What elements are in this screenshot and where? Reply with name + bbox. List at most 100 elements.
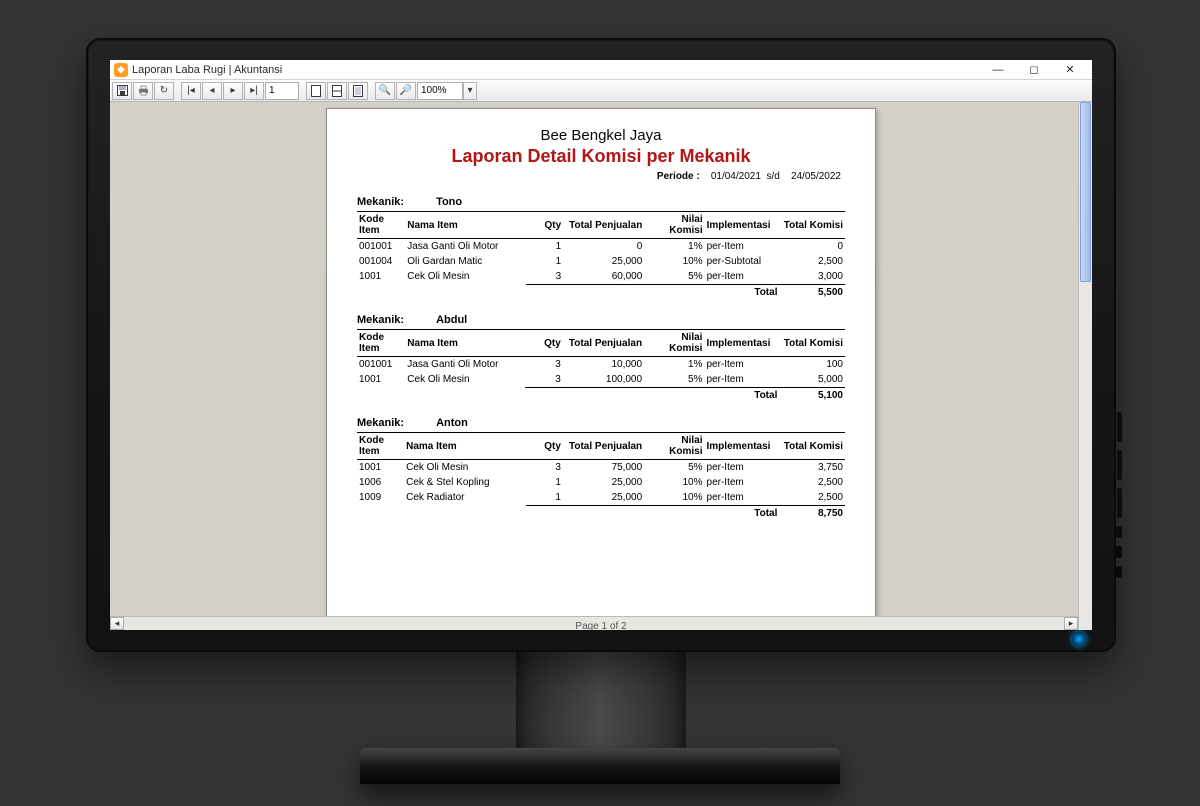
scroll-left-button[interactable]: ◂ [110, 617, 124, 630]
zoom-input[interactable] [417, 82, 463, 100]
header-nama: Nama Item [405, 212, 526, 239]
cell-nilai-komisi: 5% [644, 460, 704, 476]
zoom-out-button[interactable]: 🔎 [396, 82, 416, 100]
table-row: 1009 Cek Radiator 1 25,000 10% per-Item … [357, 490, 845, 506]
cell-qty: 3 [525, 357, 562, 373]
scrollbar-thumb[interactable] [1080, 102, 1091, 282]
zoom-dropdown-button[interactable]: ▾ [463, 82, 477, 100]
cell-implementasi: per-Item [705, 460, 780, 476]
zoom-in-button[interactable]: 🔍 [375, 82, 395, 100]
cell-qty: 1 [526, 239, 563, 255]
actual-size-button[interactable] [348, 82, 368, 100]
cell-implementasi: per-Item [705, 269, 780, 285]
mechanic-group: Mekanik: Anton Kode Item Nama Item Qty T… [357, 417, 845, 521]
cell-nama: Cek & Stel Kopling [404, 475, 525, 490]
table-row: 1001 Cek Oli Mesin 3 100,000 5% per-Item… [357, 372, 845, 388]
header-kode: Kode Item [357, 212, 405, 239]
header-qty: Qty [525, 330, 562, 357]
cell-qty: 3 [525, 372, 562, 388]
cell-kode: 1001 [357, 372, 405, 388]
cell-total-komisi: 100 [779, 357, 845, 373]
header-kode: Kode Item [357, 330, 405, 357]
cell-total-komisi: 0 [779, 239, 845, 255]
header-total-penjualan: Total Penjualan [563, 433, 644, 460]
header-implementasi: Implementasi [705, 433, 780, 460]
cell-total-penjualan: 60,000 [563, 269, 644, 285]
scroll-right-button[interactable]: ▸ [1064, 617, 1078, 630]
monitor-side-controls [1116, 108, 1122, 578]
cell-implementasi: per-Item [705, 239, 780, 255]
fit-page-button[interactable] [306, 82, 326, 100]
cell-implementasi: per-Item [704, 372, 779, 388]
cell-implementasi: per-Item [705, 475, 780, 490]
header-nilai-komisi: Nilai Komisi [644, 330, 704, 357]
header-total-komisi: Total Komisi [779, 433, 845, 460]
cell-nilai-komisi: 5% [644, 269, 704, 285]
header-implementasi: Implementasi [704, 330, 779, 357]
page-number-input[interactable] [265, 82, 299, 100]
cell-implementasi: per-Item [704, 357, 779, 373]
cell-implementasi: per-Subtotal [705, 254, 780, 269]
mechanic-header: Mekanik: Tono [357, 196, 845, 208]
app-icon: ◆ [114, 63, 128, 77]
cell-kode: 1009 [357, 490, 404, 506]
header-total-penjualan: Total Penjualan [563, 330, 644, 357]
cell-kode: 1001 [357, 269, 405, 285]
cell-qty: 1 [526, 254, 563, 269]
cell-total-penjualan: 0 [563, 239, 644, 255]
cell-total-penjualan: 75,000 [563, 460, 644, 476]
cell-nama: Cek Radiator [404, 490, 525, 506]
total-label: Total [704, 388, 779, 404]
cell-nama: Cek Oli Mesin [405, 372, 525, 388]
save-button[interactable] [112, 82, 132, 100]
table-row: 001001 Jasa Ganti Oli Motor 3 10,000 1% … [357, 357, 845, 373]
report-toolbar: ↻ |◂ ◂ ▸ ▸| 🔍 🔎 ▾ [110, 80, 1092, 102]
period-to: 24/05/2022 [791, 171, 841, 182]
cell-nama: Jasa Ganti Oli Motor [405, 239, 526, 255]
prev-page-button[interactable]: ◂ [202, 82, 222, 100]
cell-qty: 1 [526, 490, 563, 506]
table-row: 001001 Jasa Ganti Oli Motor 1 0 1% per-I… [357, 239, 845, 255]
mechanic-header: Mekanik: Abdul [357, 314, 845, 326]
mechanic-label: Mekanik: [357, 417, 433, 429]
report-title: Laporan Detail Komisi per Mekanik [357, 146, 845, 167]
monitor-stand-neck [516, 648, 686, 756]
close-button[interactable]: ✕ [1052, 61, 1088, 79]
fit-width-button[interactable] [327, 82, 347, 100]
header-nama: Nama Item [404, 433, 525, 460]
cell-qty: 1 [526, 475, 563, 490]
period-label: Periode : [657, 171, 700, 182]
vertical-scrollbar[interactable] [1078, 102, 1092, 630]
window-title: Laporan Laba Rugi | Akuntansi [132, 64, 980, 76]
cell-qty: 3 [526, 269, 563, 285]
first-page-button[interactable]: |◂ [181, 82, 201, 100]
maximize-button[interactable]: ◻ [1016, 61, 1052, 79]
total-label: Total [705, 506, 780, 522]
cell-total-penjualan: 10,000 [563, 357, 644, 373]
cell-nama: Cek Oli Mesin [404, 460, 525, 476]
cell-nama: Oli Gardan Matic [405, 254, 526, 269]
last-page-button[interactable]: ▸| [244, 82, 264, 100]
cell-kode: 001001 [357, 357, 405, 373]
cell-nilai-komisi: 10% [644, 475, 704, 490]
refresh-button[interactable]: ↻ [154, 82, 174, 100]
report-page: Bee Bengkel Jaya Laporan Detail Komisi p… [326, 108, 876, 630]
mechanic-label: Mekanik: [357, 196, 433, 208]
cell-total-penjualan: 25,000 [563, 475, 644, 490]
cell-total-komisi: 2,500 [779, 475, 845, 490]
power-led [1072, 632, 1086, 646]
mechanic-header: Mekanik: Anton [357, 417, 845, 429]
period-separator: s/d [766, 171, 779, 182]
minimize-button[interactable]: — [980, 61, 1016, 79]
mechanic-group: Mekanik: Tono Kode Item Nama Item Qty To… [357, 196, 845, 300]
cell-kode: 1001 [357, 460, 404, 476]
cell-kode: 001004 [357, 254, 405, 269]
horizontal-scrollbar[interactable]: ◂ ▸ [110, 616, 1078, 630]
items-table: Kode Item Nama Item Qty Total Penjualan … [357, 329, 845, 403]
cell-nilai-komisi: 10% [644, 490, 704, 506]
cell-total-komisi: 5,000 [779, 372, 845, 388]
print-button[interactable] [133, 82, 153, 100]
header-nama: Nama Item [405, 330, 525, 357]
period-from: 01/04/2021 [711, 171, 761, 182]
next-page-button[interactable]: ▸ [223, 82, 243, 100]
